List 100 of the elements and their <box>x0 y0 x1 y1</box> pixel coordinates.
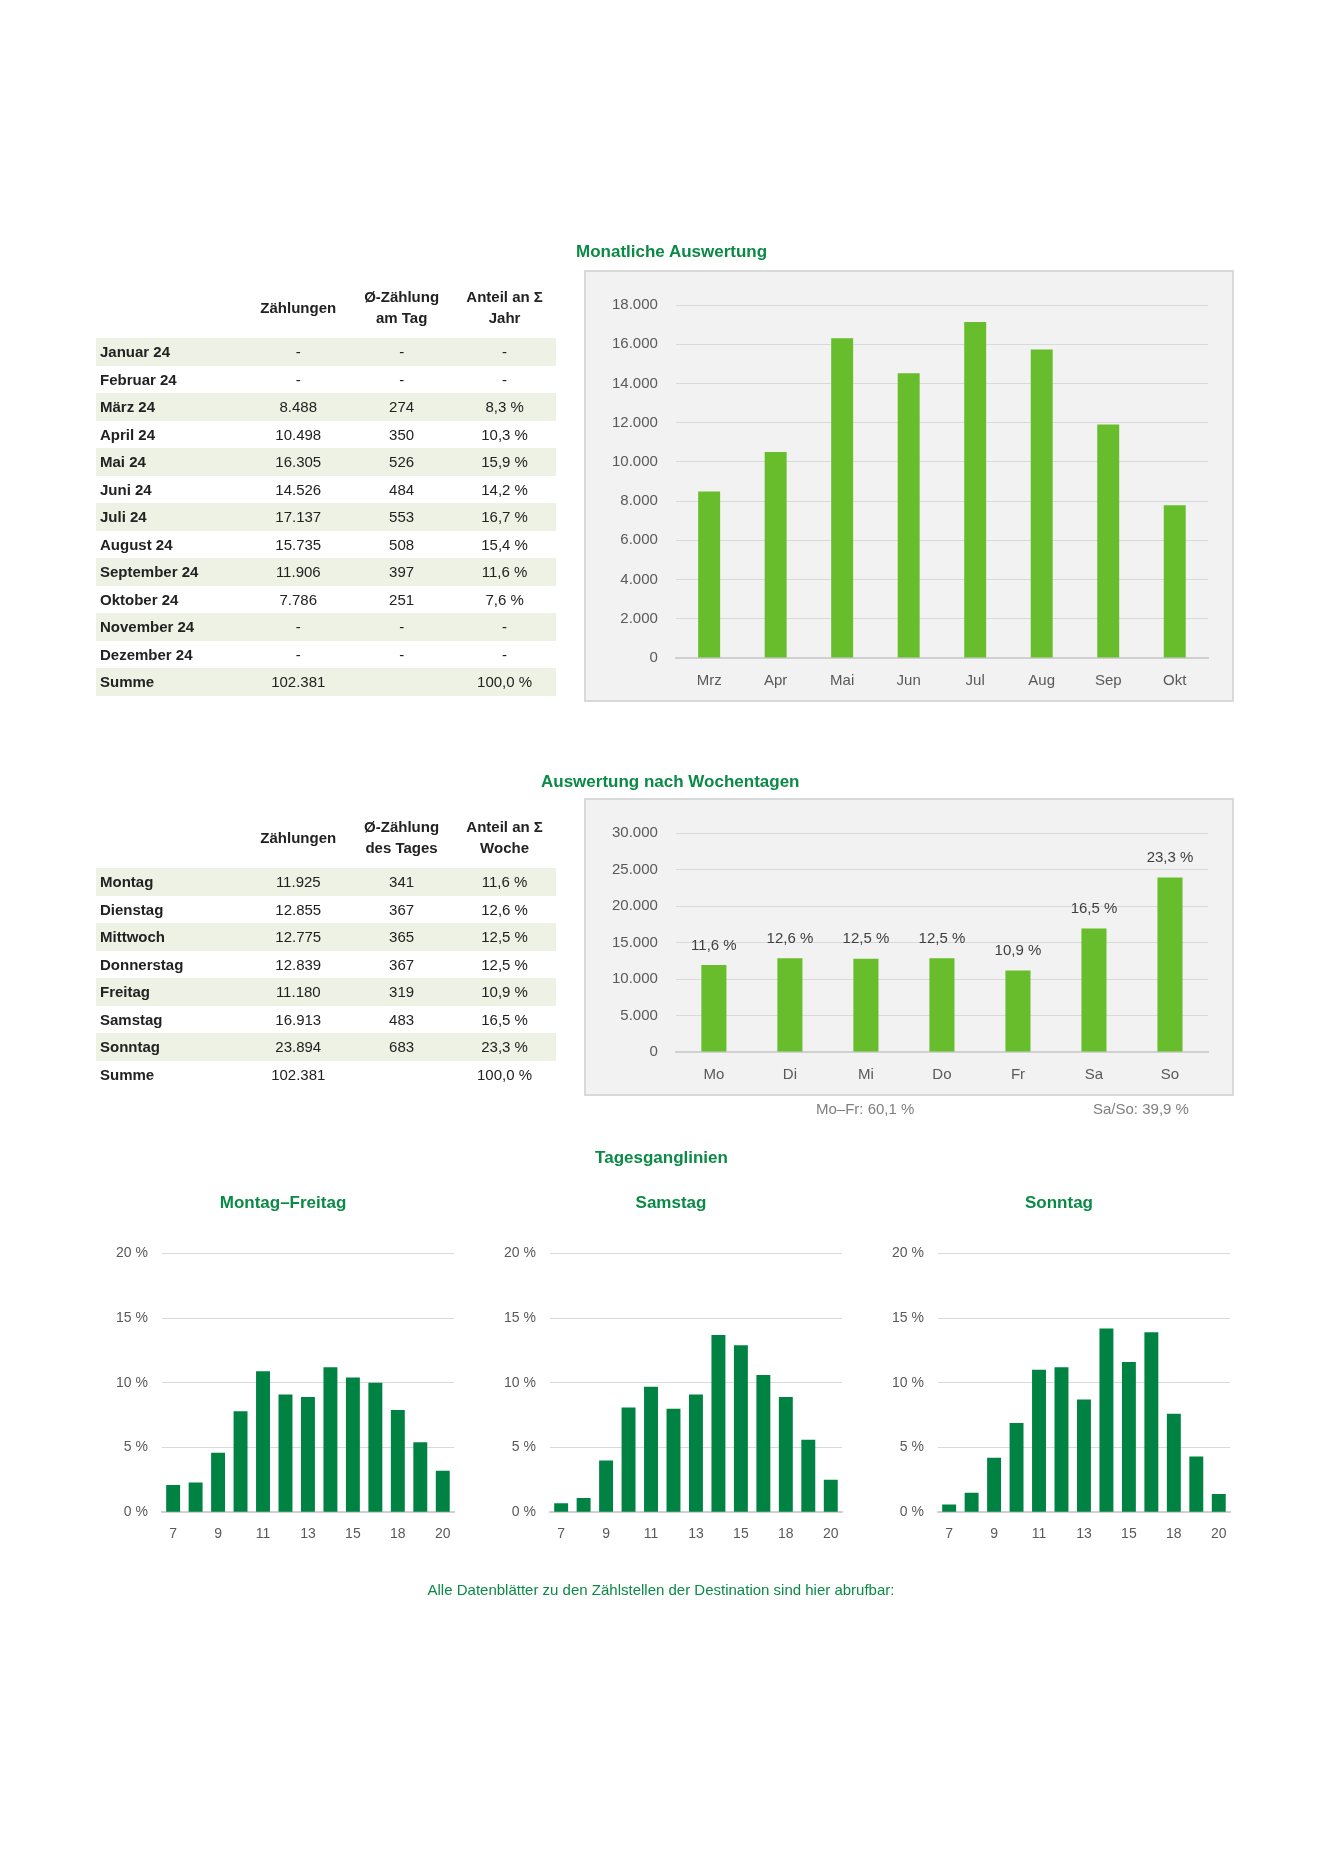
bar <box>554 1503 569 1512</box>
bar <box>1005 970 1031 1052</box>
row-stripe: September 24 11.906 397 11,6 % <box>96 558 556 586</box>
bar <box>1121 1362 1136 1512</box>
bar <box>413 1442 428 1512</box>
text: - <box>399 370 405 388</box>
bar <box>688 1394 703 1512</box>
x-tick-label: 15 <box>345 1525 361 1542</box>
y-tick-label: 10 % <box>891 1373 924 1390</box>
y-tick-label: 10 % <box>115 1373 148 1390</box>
bar <box>1097 424 1120 658</box>
y-tick-label: 5 % <box>123 1438 148 1455</box>
y-tick-label: 6.000 <box>620 530 658 548</box>
bar <box>831 338 854 658</box>
x-tick-label: Sa <box>1084 1065 1104 1083</box>
x-tick-label: Di <box>782 1065 797 1083</box>
bar <box>964 321 987 658</box>
bar <box>666 1408 681 1512</box>
bar <box>256 1371 270 1512</box>
annotation: 12,5 % <box>918 928 966 946</box>
x-tick-label: So <box>1160 1065 1180 1083</box>
category-label: Donnerstag <box>100 955 184 973</box>
y-tick-label: 2.000 <box>620 608 658 626</box>
annotation: 12,5 % <box>842 929 890 947</box>
x-tick-label: Mai <box>830 671 855 689</box>
bar <box>1211 1494 1226 1512</box>
bar <box>764 452 787 658</box>
text: - <box>399 645 405 663</box>
category-label: Juni 24 <box>100 480 152 498</box>
category-label: Zählungen <box>259 297 338 318</box>
y-tick-label: 30.000 <box>611 823 658 841</box>
x-tick-label: 9 <box>214 1525 223 1542</box>
annotation: 12,6 % <box>766 928 814 946</box>
text: 12.839 <box>275 955 322 973</box>
text: 15.735 <box>275 535 322 553</box>
x-tick-label: Jul <box>965 671 985 689</box>
x-tick-label: Do <box>932 1065 952 1083</box>
text: 14.526 <box>275 480 322 498</box>
x-tick-label: Okt <box>1163 671 1188 689</box>
x-tick-label: 15 <box>1121 1525 1137 1542</box>
bar <box>323 1367 338 1512</box>
x-tick-label: 18 <box>390 1525 406 1542</box>
text: 12.855 <box>275 900 322 918</box>
y-tick-label: 15 % <box>891 1308 924 1325</box>
chart-title: Samstag <box>634 1193 708 1213</box>
bar <box>711 1334 726 1512</box>
text: 14,2 % <box>481 480 528 498</box>
x-tick-label: Mrz <box>696 671 722 689</box>
x-tick-label: 11 <box>255 1525 271 1542</box>
x-tick-label: 7 <box>945 1525 954 1542</box>
text: - <box>502 370 508 388</box>
category-label: Februar 24 <box>100 370 177 388</box>
bar <box>964 1492 979 1512</box>
x-tick-label: Mi <box>858 1065 874 1083</box>
bar <box>1030 349 1053 658</box>
category-label: Anteil an Σ Jahr <box>465 287 544 328</box>
y-tick-label: 8.000 <box>620 491 658 509</box>
bar <box>701 964 727 1052</box>
x-tick-label: 15 <box>733 1525 749 1542</box>
y-tick-label: 15.000 <box>611 932 658 950</box>
y-tick-label: 16.000 <box>611 334 658 352</box>
text: Sa/So: 39,9 % <box>1093 1100 1189 1117</box>
bar <box>987 1457 1002 1512</box>
text: - <box>502 645 508 663</box>
bar <box>166 1485 181 1512</box>
text: 15,4 % <box>481 535 528 553</box>
y-tick-label: 14.000 <box>611 373 658 391</box>
text: Tagesganglinien <box>594 1148 729 1168</box>
category-label: August 24 <box>100 535 173 553</box>
bar <box>1054 1367 1069 1512</box>
y-tick-label: 4.000 <box>620 569 658 587</box>
x-tick-label: 9 <box>990 1525 999 1542</box>
text: 7.786 <box>279 590 318 608</box>
y-tick-label: 20.000 <box>611 896 658 914</box>
bar <box>1163 505 1186 658</box>
y-tick-label: 5 % <box>899 1438 924 1455</box>
bar <box>345 1377 360 1512</box>
y-tick-label: 10.000 <box>611 452 658 470</box>
bar <box>278 1394 293 1512</box>
annotation: 16,5 % <box>1070 899 1118 917</box>
y-tick-label: 20 % <box>891 1244 924 1261</box>
bar <box>390 1409 405 1512</box>
x-tick-label: Aug <box>1028 671 1056 689</box>
bar <box>853 958 879 1052</box>
x-tick-label: 20 <box>1210 1525 1227 1542</box>
x-tick-label: 20 <box>822 1525 839 1542</box>
bar <box>188 1482 203 1512</box>
bar <box>698 491 721 658</box>
y-tick-label: 0 <box>649 648 658 666</box>
y-tick-label: 0 % <box>511 1503 536 1520</box>
x-tick-label: Jun <box>896 671 921 689</box>
x-tick-label: Mo <box>703 1065 725 1083</box>
annotation: 10,9 % <box>994 941 1042 959</box>
annotation: 11,6 % <box>691 935 737 953</box>
x-tick-label: 13 <box>300 1525 316 1542</box>
bar <box>777 958 803 1052</box>
x-tick-label: 18 <box>1166 1525 1182 1542</box>
text: 12,5 % <box>481 955 528 973</box>
text: 483 <box>389 1010 415 1028</box>
row-stripe: Montag 11.925 341 11,6 % <box>96 868 556 896</box>
